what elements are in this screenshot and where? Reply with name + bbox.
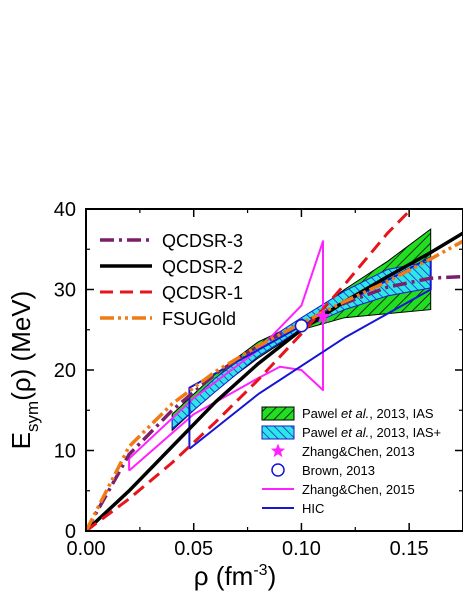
legend-swatch-band (261, 425, 295, 440)
x-tick-label: 0.15 (390, 538, 429, 560)
legend-label-qcdsr-3: QCDSR-3 (162, 231, 243, 251)
y-tick-label: 10 (54, 441, 76, 463)
legend-label-qcdsr-2: QCDSR-2 (162, 257, 243, 277)
y-tick-label: 0 (65, 521, 76, 543)
legend-label-point: Brown, 2013 (302, 463, 375, 478)
legend-swatch-circle (271, 463, 285, 477)
legend-top-left: QCDSR-3 QCDSR-2 QCDSR-1 FSUGold (100, 231, 243, 329)
legend-label-band: Pawel et al., 2013, IAS (302, 406, 434, 421)
y-tick-label: 30 (54, 280, 76, 302)
y-tick-label: 20 (54, 360, 76, 382)
legend-label-band: Pawel et al., 2013, IAS+ (302, 425, 441, 440)
legend-swatch-band (261, 406, 295, 421)
zhang-chen-2013-point (315, 308, 331, 323)
y-axis-label: Esym(ρ) (MeV) (6, 291, 42, 450)
x-tick-label: 0.00 (67, 538, 106, 560)
legend-label-region: Zhang&Chen, 2015 (302, 482, 415, 497)
legend-bottom-right: Pawel et al., 2013, IAS Pawel et al., 201… (261, 406, 441, 516)
x-axis-label: ρ (fm-3) (194, 561, 276, 591)
plot-area (86, 209, 463, 531)
legend-label-fsugold: FSUGold (162, 309, 236, 329)
legend-label-point: Zhang&Chen, 2013 (302, 444, 415, 459)
x-tick-label: 0.10 (282, 538, 321, 560)
legend-swatch-star (270, 443, 286, 458)
x-tick-label: 0.05 (174, 538, 213, 560)
legend-label-region: HIC (302, 501, 324, 516)
series-line-qcdsr-2 (86, 231, 463, 531)
legend-label-qcdsr-1: QCDSR-1 (162, 283, 243, 303)
brown-2013-point (294, 318, 309, 333)
y-tick-label: 40 (54, 199, 76, 221)
axis-ticks: 0.00 0.05 0.10 0.15 0 10 20 30 40 (54, 199, 463, 560)
series-line-qcdsr-1 (86, 209, 413, 531)
series-line-fsugold (86, 239, 463, 531)
